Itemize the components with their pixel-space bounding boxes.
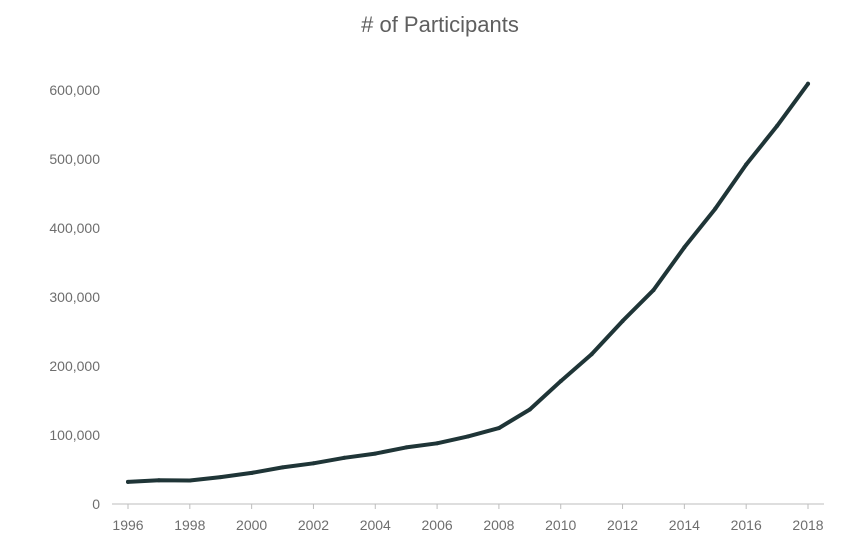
data-point bbox=[496, 426, 501, 431]
data-point bbox=[435, 441, 440, 446]
x-tick-label: 2002 bbox=[298, 517, 329, 533]
x-axis-tick-marks bbox=[127, 504, 809, 509]
x-tick-label: 2010 bbox=[545, 517, 576, 533]
x-tick-label: 2008 bbox=[483, 517, 514, 533]
series-group bbox=[126, 81, 810, 484]
y-tick-label: 300,000 bbox=[49, 289, 100, 305]
x-tick-label: 2016 bbox=[731, 517, 762, 533]
data-point bbox=[589, 352, 594, 357]
data-point bbox=[466, 434, 470, 439]
data-point bbox=[404, 445, 409, 450]
data-point bbox=[249, 470, 254, 475]
data-point bbox=[558, 379, 563, 384]
x-tick-label: 2018 bbox=[792, 517, 823, 533]
data-point bbox=[342, 455, 347, 460]
chart-title: # of Participants bbox=[361, 12, 519, 37]
data-point bbox=[126, 479, 130, 484]
x-tick-label: 2000 bbox=[236, 517, 267, 533]
x-axis-tick-labels: 1996 1998 2000 2002 2004 2006 2008 2010 2012 2014… bbox=[112, 517, 823, 533]
data-point bbox=[651, 288, 656, 293]
x-tick-label: 2006 bbox=[422, 517, 453, 533]
y-tick-label: 500,000 bbox=[49, 151, 100, 167]
data-point bbox=[187, 478, 192, 483]
data-point bbox=[620, 319, 625, 324]
data-point bbox=[775, 123, 780, 128]
data-point bbox=[156, 478, 161, 483]
data-point bbox=[280, 465, 285, 470]
data-point bbox=[744, 162, 749, 167]
data-point bbox=[218, 475, 223, 480]
x-tick-label: 1998 bbox=[174, 517, 205, 533]
data-point bbox=[373, 451, 378, 456]
data-point bbox=[527, 407, 532, 412]
y-axis-tick-labels: 0 100,000 200,000 300,000 400,000 500,000 600,… bbox=[49, 82, 100, 512]
y-tick-label: 0 bbox=[92, 496, 100, 512]
y-tick-label: 100,000 bbox=[49, 427, 100, 443]
data-point bbox=[311, 461, 316, 466]
y-tick-label: 200,000 bbox=[49, 358, 100, 374]
data-point bbox=[713, 206, 718, 211]
x-tick-label: 2012 bbox=[607, 517, 638, 533]
x-tick-label: 1996 bbox=[112, 517, 143, 533]
data-point bbox=[806, 81, 810, 86]
data-point bbox=[682, 245, 687, 250]
x-tick-label: 2014 bbox=[669, 517, 700, 533]
y-tick-label: 400,000 bbox=[49, 220, 100, 236]
x-tick-label: 2004 bbox=[360, 517, 391, 533]
y-tick-label: 600,000 bbox=[49, 82, 100, 98]
series-line bbox=[126, 81, 810, 484]
